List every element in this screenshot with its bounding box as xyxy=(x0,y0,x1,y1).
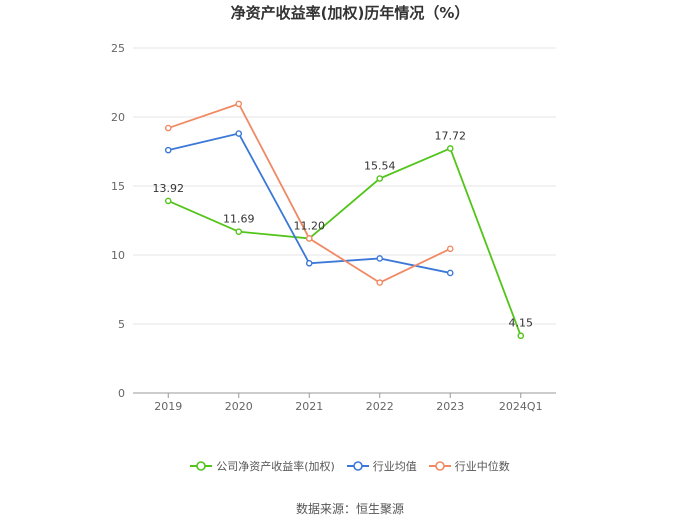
y-tick-label: 0 xyxy=(118,387,125,400)
chart-title: 净资产收益率(加权)历年情况（%） xyxy=(230,4,470,22)
y-tick-label: 5 xyxy=(118,318,125,331)
legend-item-1[interactable]: 行业均值 xyxy=(346,458,417,474)
series-line-1 xyxy=(168,132,451,274)
data-point xyxy=(376,175,384,182)
legend-label: 公司净资产收益率(加权) xyxy=(216,460,335,473)
data-labels: 13.92 11.69 11.20 15.54 17.72 4.15 xyxy=(153,129,534,329)
data-point xyxy=(446,145,454,152)
legend-item-0[interactable]: 公司净资产收益率(加权) xyxy=(190,458,335,474)
data-point xyxy=(235,100,243,108)
line-chart: 0 5 10 15 20 25 2019 2020 2021 2022 2023 2024Q1 13.… xyxy=(111,42,556,413)
data-point xyxy=(164,146,172,154)
data-label: 17.72 xyxy=(435,129,467,142)
legend-swatch-icon xyxy=(346,461,369,471)
legend-item-2[interactable]: 行业中位数 xyxy=(428,458,510,474)
data-point xyxy=(235,130,243,137)
legend-swatch-icon xyxy=(190,461,213,471)
data-label: 11.20 xyxy=(294,219,326,232)
data-point xyxy=(446,269,454,277)
data-point xyxy=(517,332,525,340)
series-line-2 xyxy=(167,102,451,284)
series-line-0 xyxy=(167,147,522,337)
data-point xyxy=(305,235,313,242)
legend-swatch-icon xyxy=(428,461,451,471)
y-tick-label: 20 xyxy=(111,111,125,124)
data-point xyxy=(164,124,172,132)
x-tick-label: 2022 xyxy=(366,400,394,413)
data-label: 15.54 xyxy=(364,160,396,173)
data-source: 数据来源：恒生聚源 xyxy=(295,502,404,516)
series-lines xyxy=(164,100,525,340)
legend-label: 行业均值 xyxy=(372,460,417,473)
data-label: 4.15 xyxy=(509,317,534,330)
grid-lines xyxy=(133,47,556,325)
data-point xyxy=(164,197,172,205)
data-label: 11.69 xyxy=(223,213,255,226)
x-tick-label: 2024Q1 xyxy=(499,400,543,413)
x-tick-label: 2020 xyxy=(225,400,253,413)
x-tick-label: 2021 xyxy=(295,400,323,413)
data-point xyxy=(235,228,243,235)
axes: 0 5 10 15 20 25 2019 2020 2021 2022 2023 2024Q1 xyxy=(111,42,556,413)
x-tick-label: 2023 xyxy=(436,400,464,413)
legend-label: 行业中位数 xyxy=(454,460,510,473)
y-tick-label: 15 xyxy=(111,180,125,193)
data-label: 13.92 xyxy=(153,182,185,195)
y-tick-label: 10 xyxy=(111,249,125,262)
legend: 公司净资产收益率(加权) 行业均值 行业中位数 xyxy=(0,458,700,474)
data-point xyxy=(305,259,313,267)
x-tick-label: 2019 xyxy=(154,400,182,413)
data-point xyxy=(446,245,454,253)
data-point xyxy=(376,279,384,286)
y-tick-label: 25 xyxy=(111,42,125,55)
data-point xyxy=(376,255,384,262)
